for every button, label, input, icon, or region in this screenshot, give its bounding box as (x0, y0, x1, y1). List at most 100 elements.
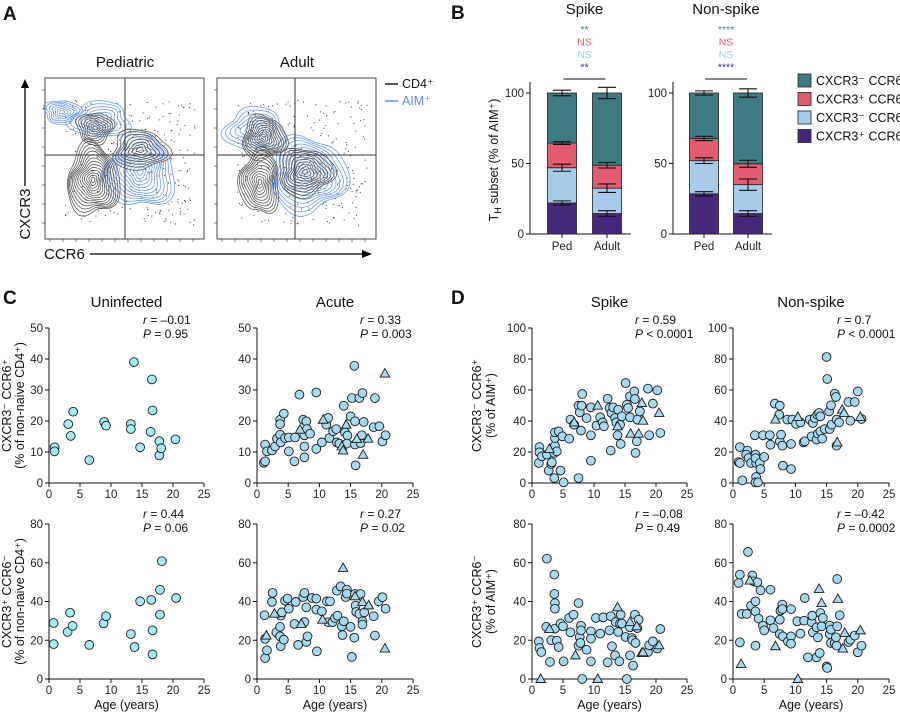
data-point-circle (822, 663, 833, 673)
event-dot (239, 128, 241, 130)
event-dot (346, 185, 348, 186)
x-tick-label: 15 (344, 489, 357, 501)
data-point-circle (753, 477, 763, 488)
data-point-circle (768, 623, 779, 633)
x-axis-label: Age (years) (94, 698, 159, 712)
event-dot (359, 107, 361, 109)
event-dot (111, 109, 113, 111)
event-dot (85, 106, 87, 108)
event-dot (183, 185, 185, 187)
event-dot (162, 103, 164, 105)
contour-line (220, 105, 287, 151)
flow-plot-pediatric (42, 77, 205, 242)
event-dot (260, 104, 262, 106)
event-dot (141, 197, 143, 199)
scatter-title: Uninfected (91, 294, 163, 311)
correlation-r: r = 0.7 (837, 313, 872, 327)
contour-line (224, 109, 282, 149)
event-dot (150, 153, 152, 155)
event-dot (164, 175, 166, 177)
data-point-circle (648, 398, 658, 409)
legend-label-cd4: CD4⁺ (402, 77, 434, 91)
event-dot (293, 179, 295, 181)
event-dot (314, 178, 316, 180)
event-dot (172, 214, 173, 216)
event-dot (251, 130, 253, 131)
event-dot (320, 135, 322, 137)
legend-label: CXCR3⁻ CCR6⁺ (816, 74, 900, 88)
x-tick-label: 25 (883, 489, 896, 501)
event-dot (180, 169, 182, 171)
bar-segment (547, 167, 577, 204)
data-point-circle (821, 352, 832, 362)
data-point-circle (786, 638, 796, 649)
event-dot (73, 128, 74, 130)
event-dot (145, 128, 147, 130)
data-point-circle (599, 421, 609, 432)
event-dot (92, 175, 94, 177)
data-point-circle (558, 477, 569, 488)
x-tick-label: 0 (46, 685, 52, 697)
event-dot (118, 111, 120, 113)
event-dot (293, 116, 295, 118)
event-dot (358, 224, 359, 226)
significance-label: NS (577, 49, 592, 61)
event-dot (89, 221, 91, 223)
event-dot (351, 106, 352, 108)
x-tick-label: 15 (136, 489, 149, 501)
event-dot (268, 220, 269, 222)
data-point-circle (586, 633, 596, 644)
data-point-circle (735, 458, 745, 468)
contour-line (300, 168, 315, 182)
event-dot (326, 221, 328, 222)
y-axis-label: CXCR3⁺ CCR6⁻ (0, 555, 14, 648)
event-dot (337, 170, 339, 172)
x-tick-label: 25 (681, 489, 694, 501)
event-dot (163, 167, 165, 169)
contour-line (243, 115, 287, 159)
contour-line (287, 156, 325, 187)
event-dot (291, 220, 293, 222)
data-point-triangle (838, 407, 850, 417)
bar-legend: CXCR3⁻ CCR6⁺ CXCR3⁺ CCR6⁺ CXCR3⁻ CCR6⁻ CXCR… (797, 73, 900, 144)
event-dot (324, 125, 326, 127)
data-point-circle (358, 417, 369, 427)
panel-a-flow-plots: Pediatric Adult CXCR3 CCR6 CD4⁺ AIM⁺ (17, 54, 434, 263)
event-dot (250, 102, 252, 104)
event-dot (338, 205, 340, 206)
scatter-plot: Uninfected CXCR3⁻ CCR6⁺ (% of non-naive CD… (0, 294, 210, 501)
data-point-circle (147, 649, 158, 660)
significance-label: NS (577, 37, 592, 49)
data-point-circle (795, 628, 806, 639)
error-bar (598, 161, 616, 169)
scatter-plot: Non-spike r = 0.7P < 0.0001 0 20 40 60 80 100 0 5… (708, 294, 896, 501)
event-dot (74, 100, 76, 102)
event-dot (297, 204, 299, 206)
data-point-triangle (625, 427, 637, 438)
data-point-circle (813, 632, 823, 643)
data-point-circle (577, 389, 588, 399)
event-dot (238, 203, 240, 205)
event-dot (323, 202, 325, 204)
error-bar (739, 159, 757, 168)
error-bar (739, 178, 757, 191)
data-point-triangle (337, 444, 349, 455)
data-point-triangle (832, 593, 844, 603)
event-dot (297, 100, 299, 102)
y-axis-label: CXCR3⁻ CCR6⁺ (470, 359, 484, 452)
event-dot (156, 189, 158, 191)
significance-label: NS (719, 49, 734, 61)
data-point-circle (741, 609, 752, 619)
data-point-triangle (340, 418, 352, 429)
data-point-triangle (854, 411, 866, 421)
event-dot (168, 182, 169, 184)
x-tick-label: 0 (730, 685, 736, 697)
data-point-circle (299, 452, 310, 463)
event-dot (108, 185, 110, 187)
data-point-circle (282, 593, 293, 604)
y-axis-label: (% of non-naive CD4⁺) (13, 538, 27, 665)
data-point-circle (602, 657, 613, 668)
event-dot (341, 202, 343, 204)
event-dot (307, 115, 308, 117)
data-point-circle (171, 593, 181, 603)
